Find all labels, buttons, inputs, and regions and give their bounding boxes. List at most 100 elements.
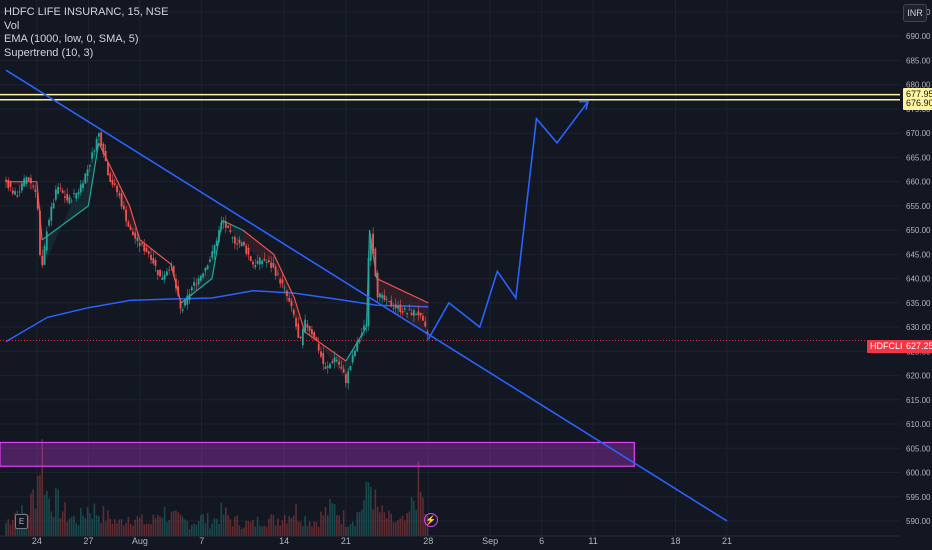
candle-body [295,318,297,327]
volume-bar [172,510,175,536]
symbol-title[interactable]: HDFC LIFE INSURANC, 15, NSE [4,6,169,18]
volume-bar [195,524,198,536]
candle-body [358,339,361,343]
candle-body [193,282,195,286]
volume-bar [157,515,159,536]
price-axis-label: 665.00 [906,153,931,162]
candle-body [152,258,155,264]
candle-body [265,262,268,263]
candle-body [23,178,26,187]
volume-bar [234,516,236,536]
candle-body [267,260,270,263]
price-axis-label: 690.00 [906,32,931,41]
time-axis-label: 6 [539,536,544,546]
candle-body [98,133,100,137]
indicator-vol[interactable]: Vol [4,19,20,32]
volume-bar [209,528,211,536]
indicator-ema[interactable]: EMA (1000, low, 0, SMA, 5) [4,33,139,45]
candle-body [11,190,14,194]
volume-bar [399,518,402,536]
volume-bar [277,518,279,536]
volume-bar [93,503,96,536]
candle-body [43,246,46,265]
time-axis-label: 14 [279,536,289,546]
volume-bar [272,514,275,536]
candle-body [116,185,118,193]
candle-body [122,205,125,210]
candle-body [143,244,146,252]
candle-body [27,177,30,181]
candle-body [419,313,422,316]
candle-body [277,273,279,275]
trendline [5,69,728,522]
volume-bar [340,523,343,536]
volume-bar [150,523,152,536]
price-axis-label: 595.00 [906,493,931,502]
volume-bar [261,526,263,536]
volume-bar [263,525,266,536]
price-axis-label: 670.00 [906,129,931,138]
volume-bar [98,516,100,536]
supertrend-fill [98,133,130,231]
supertrend-line [6,133,429,381]
dividend-icon[interactable]: ⚡ [424,513,438,527]
supertrend-segment [293,297,306,333]
volume-bar [249,522,252,536]
candle-body [313,332,316,338]
volume-bar [181,517,184,536]
candle-body [372,233,374,254]
volume-bar [48,498,50,536]
price-axis[interactable]: 695.00690.00685.00680.00675.00670.00665.… [906,8,931,526]
candle-body [304,319,307,333]
volume-bar [202,514,204,536]
candle-body [286,290,288,296]
volume-bar [34,508,37,536]
support-zone[interactable] [0,441,635,467]
candlesticks [5,130,429,390]
candle-body [224,221,227,228]
candle-body [233,236,236,244]
candle-body [254,265,257,268]
earnings-badge[interactable]: E [15,514,28,529]
candle-body [243,241,245,246]
volume-bar [141,514,143,536]
candle-body [70,200,73,202]
price-axis-label: 640.00 [906,275,931,284]
candle-body [129,226,132,230]
candle-body [236,243,239,245]
volume-bar [120,519,123,536]
supertrend-segment [41,205,89,241]
candle-body [104,150,107,162]
volume-bar [356,512,359,536]
volume-bar [118,519,121,536]
drawings[interactable] [0,69,900,522]
candle-body [113,183,116,185]
candle-body [415,314,418,316]
time-axis[interactable]: 24 27 Aug 7 14 21 28 Sep 6 11 18 21 [0,535,900,546]
candle-body [184,300,186,306]
volume-bar [302,526,304,536]
volume-bar [385,518,388,536]
candle-body [347,371,350,384]
volume-bar [109,518,112,536]
supertrend-segment [304,331,347,362]
volume-bar [220,502,223,536]
candle-body [54,189,57,200]
candle-body [381,294,384,299]
volume-bar [84,517,87,536]
volume-bar [89,512,91,536]
supertrend-fill [222,220,243,245]
volume-bar [75,523,78,536]
currency-button[interactable]: INR [903,4,927,22]
volume-bar [410,496,413,536]
volume-bar [66,522,68,536]
candle-body [401,311,404,313]
candle-body [338,361,341,365]
volume-bar [265,526,268,536]
indicator-supertrend[interactable]: Supertrend (10, 3) [4,46,94,59]
volume-bar [256,516,259,536]
candle-body [190,287,193,291]
candle-body [383,295,386,301]
candle-body [417,311,420,316]
